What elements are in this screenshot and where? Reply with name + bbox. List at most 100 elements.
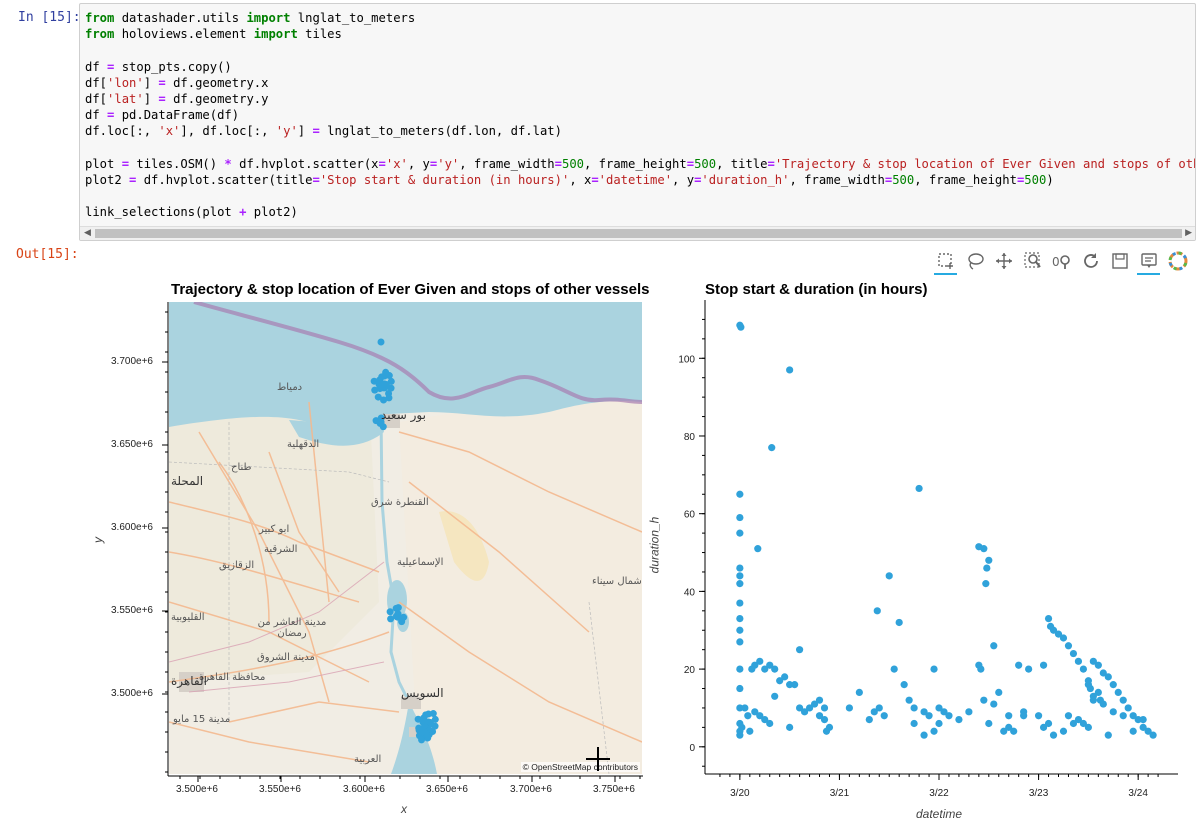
scatter-point[interactable] — [815, 696, 824, 704]
scatter-point[interactable] — [766, 719, 774, 728]
scatter-point[interactable] — [1139, 716, 1147, 724]
scatter-point[interactable] — [1005, 712, 1013, 720]
map-stop-point[interactable] — [385, 394, 393, 402]
scatter-point[interactable] — [1074, 657, 1083, 665]
scatter-plot[interactable]: 3/20 3/21 3/22 3/23 3/24 0 20 40 60 80 100 — [660, 295, 1190, 810]
scatter-point[interactable] — [1049, 731, 1058, 739]
scatter-point[interactable] — [873, 607, 881, 615]
scatter-point[interactable] — [940, 708, 948, 716]
scatter-point[interactable] — [990, 700, 998, 708]
scatter-point[interactable] — [915, 484, 923, 493]
scatter-point[interactable] — [1084, 723, 1092, 731]
scatter-point[interactable] — [1144, 727, 1152, 735]
scatter-point[interactable] — [945, 712, 953, 720]
scatter-point[interactable] — [985, 556, 993, 564]
scatter-point[interactable] — [736, 490, 744, 498]
scatter-point[interactable] — [1114, 688, 1122, 697]
scatter-point[interactable] — [761, 716, 769, 724]
map-stop-point[interactable] — [418, 728, 426, 736]
scatter-point[interactable] — [1104, 673, 1112, 681]
map-stop-point[interactable] — [380, 396, 388, 404]
scatter-point[interactable] — [935, 704, 943, 712]
scatter-point[interactable] — [955, 716, 963, 724]
scatter-point[interactable] — [1054, 630, 1063, 638]
scroll-left-icon[interactable]: ◀ — [84, 228, 91, 238]
scatter-point[interactable] — [736, 572, 744, 580]
scatter-point[interactable] — [822, 727, 831, 735]
scatter-point[interactable] — [875, 704, 883, 712]
map-stop-point[interactable] — [395, 613, 403, 621]
scatter-point[interactable] — [736, 564, 744, 572]
map-stop-point[interactable] — [374, 393, 382, 401]
scatter-point[interactable] — [741, 704, 749, 712]
scatter-point[interactable] — [1149, 731, 1157, 739]
scatter-point[interactable] — [1134, 716, 1142, 724]
scatter-point[interactable] — [761, 665, 769, 673]
scatter-point[interactable] — [1086, 684, 1094, 693]
hover-tool[interactable] — [1136, 249, 1161, 275]
code-cell[interactable]: from datashader.utils import lnglat_to_m… — [79, 3, 1196, 241]
pan-tool[interactable] — [991, 249, 1016, 273]
scatter-point[interactable] — [744, 712, 752, 720]
scatter-point[interactable] — [736, 684, 744, 693]
scatter-point[interactable] — [736, 513, 744, 522]
scatter-point[interactable] — [1109, 681, 1117, 689]
scatter-point[interactable] — [1079, 719, 1087, 728]
scatter-point[interactable] — [1139, 723, 1147, 731]
scatter-point[interactable] — [736, 704, 744, 712]
scatter-point[interactable] — [1089, 657, 1097, 665]
scatter-point[interactable] — [1074, 716, 1083, 724]
scatter-point[interactable] — [855, 688, 863, 697]
scatter-point[interactable] — [820, 716, 829, 724]
scatter-point[interactable] — [920, 731, 928, 739]
scatter-point[interactable] — [1025, 665, 1033, 673]
scatter-point[interactable] — [865, 716, 873, 724]
map-stop-point[interactable] — [400, 613, 408, 621]
scatter-point[interactable] — [751, 661, 759, 669]
scatter-point[interactable] — [983, 564, 991, 572]
scatter-point[interactable] — [800, 708, 809, 716]
scatter-point[interactable] — [771, 692, 779, 700]
scatter-point[interactable] — [1039, 661, 1048, 669]
code-editor[interactable]: from datashader.utils import lnglat_to_m… — [85, 10, 1195, 220]
scatter-point[interactable] — [820, 704, 829, 712]
horizontal-scrollbar[interactable]: ◀ ▶ — [80, 226, 1195, 240]
scatter-point[interactable] — [776, 677, 784, 685]
scatter-point[interactable] — [805, 704, 814, 712]
box-select-tool[interactable] — [933, 249, 958, 275]
scatter-point[interactable] — [736, 638, 744, 646]
scatter-point[interactable] — [1069, 719, 1078, 728]
map-stop-point[interactable] — [377, 418, 385, 426]
map-stop-point[interactable] — [426, 719, 434, 727]
scatter-point[interactable] — [737, 323, 745, 331]
scatter-point[interactable] — [1010, 727, 1018, 735]
scatter-point[interactable] — [990, 642, 998, 650]
scatter-point[interactable] — [995, 688, 1003, 697]
scatter-point[interactable] — [930, 727, 938, 735]
scatter-point[interactable] — [1069, 649, 1078, 658]
scatter-point[interactable] — [935, 719, 943, 728]
map-stop-point[interactable] — [376, 385, 384, 393]
scrollbar-thumb[interactable] — [95, 229, 1182, 238]
scatter-point[interactable] — [1000, 727, 1008, 735]
lasso-select-tool[interactable] — [962, 249, 987, 273]
scatter-point[interactable] — [965, 708, 973, 716]
map-stop-point[interactable] — [392, 604, 400, 612]
box-zoom-tool[interactable] — [1020, 249, 1045, 273]
scatter-point[interactable] — [1005, 723, 1013, 731]
scatter-point[interactable] — [781, 673, 789, 681]
scatter-point[interactable] — [768, 444, 776, 452]
scatter-point[interactable] — [905, 696, 913, 704]
scatter-point[interactable] — [815, 712, 824, 720]
scatter-point[interactable] — [754, 545, 762, 553]
scatter-point[interactable] — [1064, 642, 1073, 650]
map-stop-point[interactable] — [418, 736, 426, 744]
scatter-point[interactable] — [1124, 704, 1132, 712]
scatter-point[interactable] — [890, 665, 898, 673]
scatter-point[interactable] — [736, 599, 744, 607]
scatter-point[interactable] — [796, 646, 804, 654]
scatter-point[interactable] — [845, 704, 853, 712]
scatter-point[interactable] — [900, 681, 908, 689]
scatter-point[interactable] — [885, 572, 893, 580]
scatter-point[interactable] — [751, 708, 759, 716]
